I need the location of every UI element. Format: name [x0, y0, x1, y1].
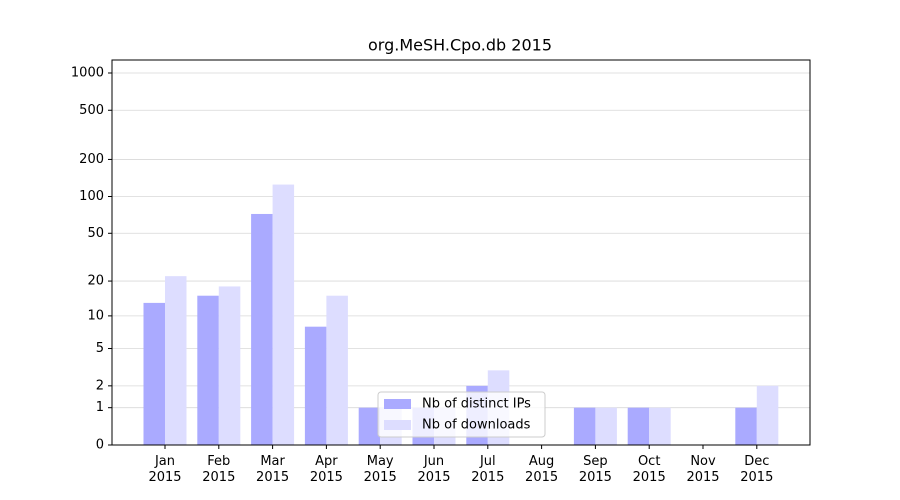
bar: [143, 302, 165, 445]
x-tick-label: Jun 2015: [417, 454, 451, 485]
bar: [304, 326, 327, 445]
bar: [165, 276, 187, 445]
legend-label: Nb of downloads: [422, 418, 531, 433]
bar: [595, 407, 617, 445]
x-tick-label: Jul 2015: [471, 454, 505, 485]
bar: [197, 295, 219, 445]
chart-title: org.MeSH.Cpo.db 2015: [368, 36, 552, 55]
x-tick-label: Nov 2015: [686, 454, 720, 485]
y-tick-label: 2: [96, 378, 104, 393]
y-tick-label: 100: [79, 189, 104, 204]
bar: [735, 407, 757, 445]
bar: [251, 213, 273, 445]
y-tick-label: 0: [96, 438, 104, 453]
legend-swatch: [384, 420, 411, 430]
y-tick-label: 1000: [71, 65, 104, 80]
legend: Nb of distinct IPs Nb of downloads: [377, 391, 546, 438]
x-tick-label: Dec 2015: [740, 454, 774, 485]
bar: [649, 407, 671, 445]
x-tick-label: May 2015: [363, 454, 397, 485]
y-tick-label: 200: [79, 152, 104, 167]
bar: [272, 184, 295, 445]
bar: [756, 385, 779, 445]
y-tick-label: 500: [79, 103, 104, 118]
y-tick-label: 5: [96, 341, 104, 356]
x-tick-label: Jan 2015: [148, 454, 182, 485]
legend-box: [377, 391, 546, 438]
x-tick-label: Mar 2015: [256, 454, 290, 485]
bar: [326, 295, 348, 445]
x-tick-label: Aug 2015: [525, 454, 559, 485]
legend-label: Nb of distinct IPs: [422, 397, 531, 412]
legend-swatch: [384, 399, 411, 409]
y-tick-label: 50: [87, 226, 104, 241]
y-tick-label: 1: [96, 400, 104, 415]
bar: [218, 286, 241, 445]
bar: [358, 407, 381, 445]
plot-frame: [111, 59, 811, 446]
x-tick-label: Feb 2015: [202, 454, 236, 485]
y-tick-label: 20: [87, 274, 104, 289]
x-tick-label: Sep 2015: [578, 454, 612, 485]
bar: [573, 407, 596, 445]
x-tick-label: Apr 2015: [309, 454, 343, 485]
y-tick-label: 10: [87, 308, 104, 323]
x-tick-label: Oct 2015: [632, 454, 666, 485]
bar: [627, 407, 650, 445]
